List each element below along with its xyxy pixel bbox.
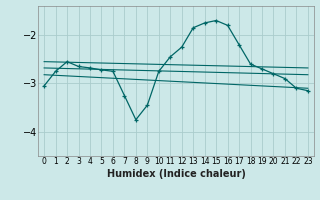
X-axis label: Humidex (Indice chaleur): Humidex (Indice chaleur) [107,169,245,179]
